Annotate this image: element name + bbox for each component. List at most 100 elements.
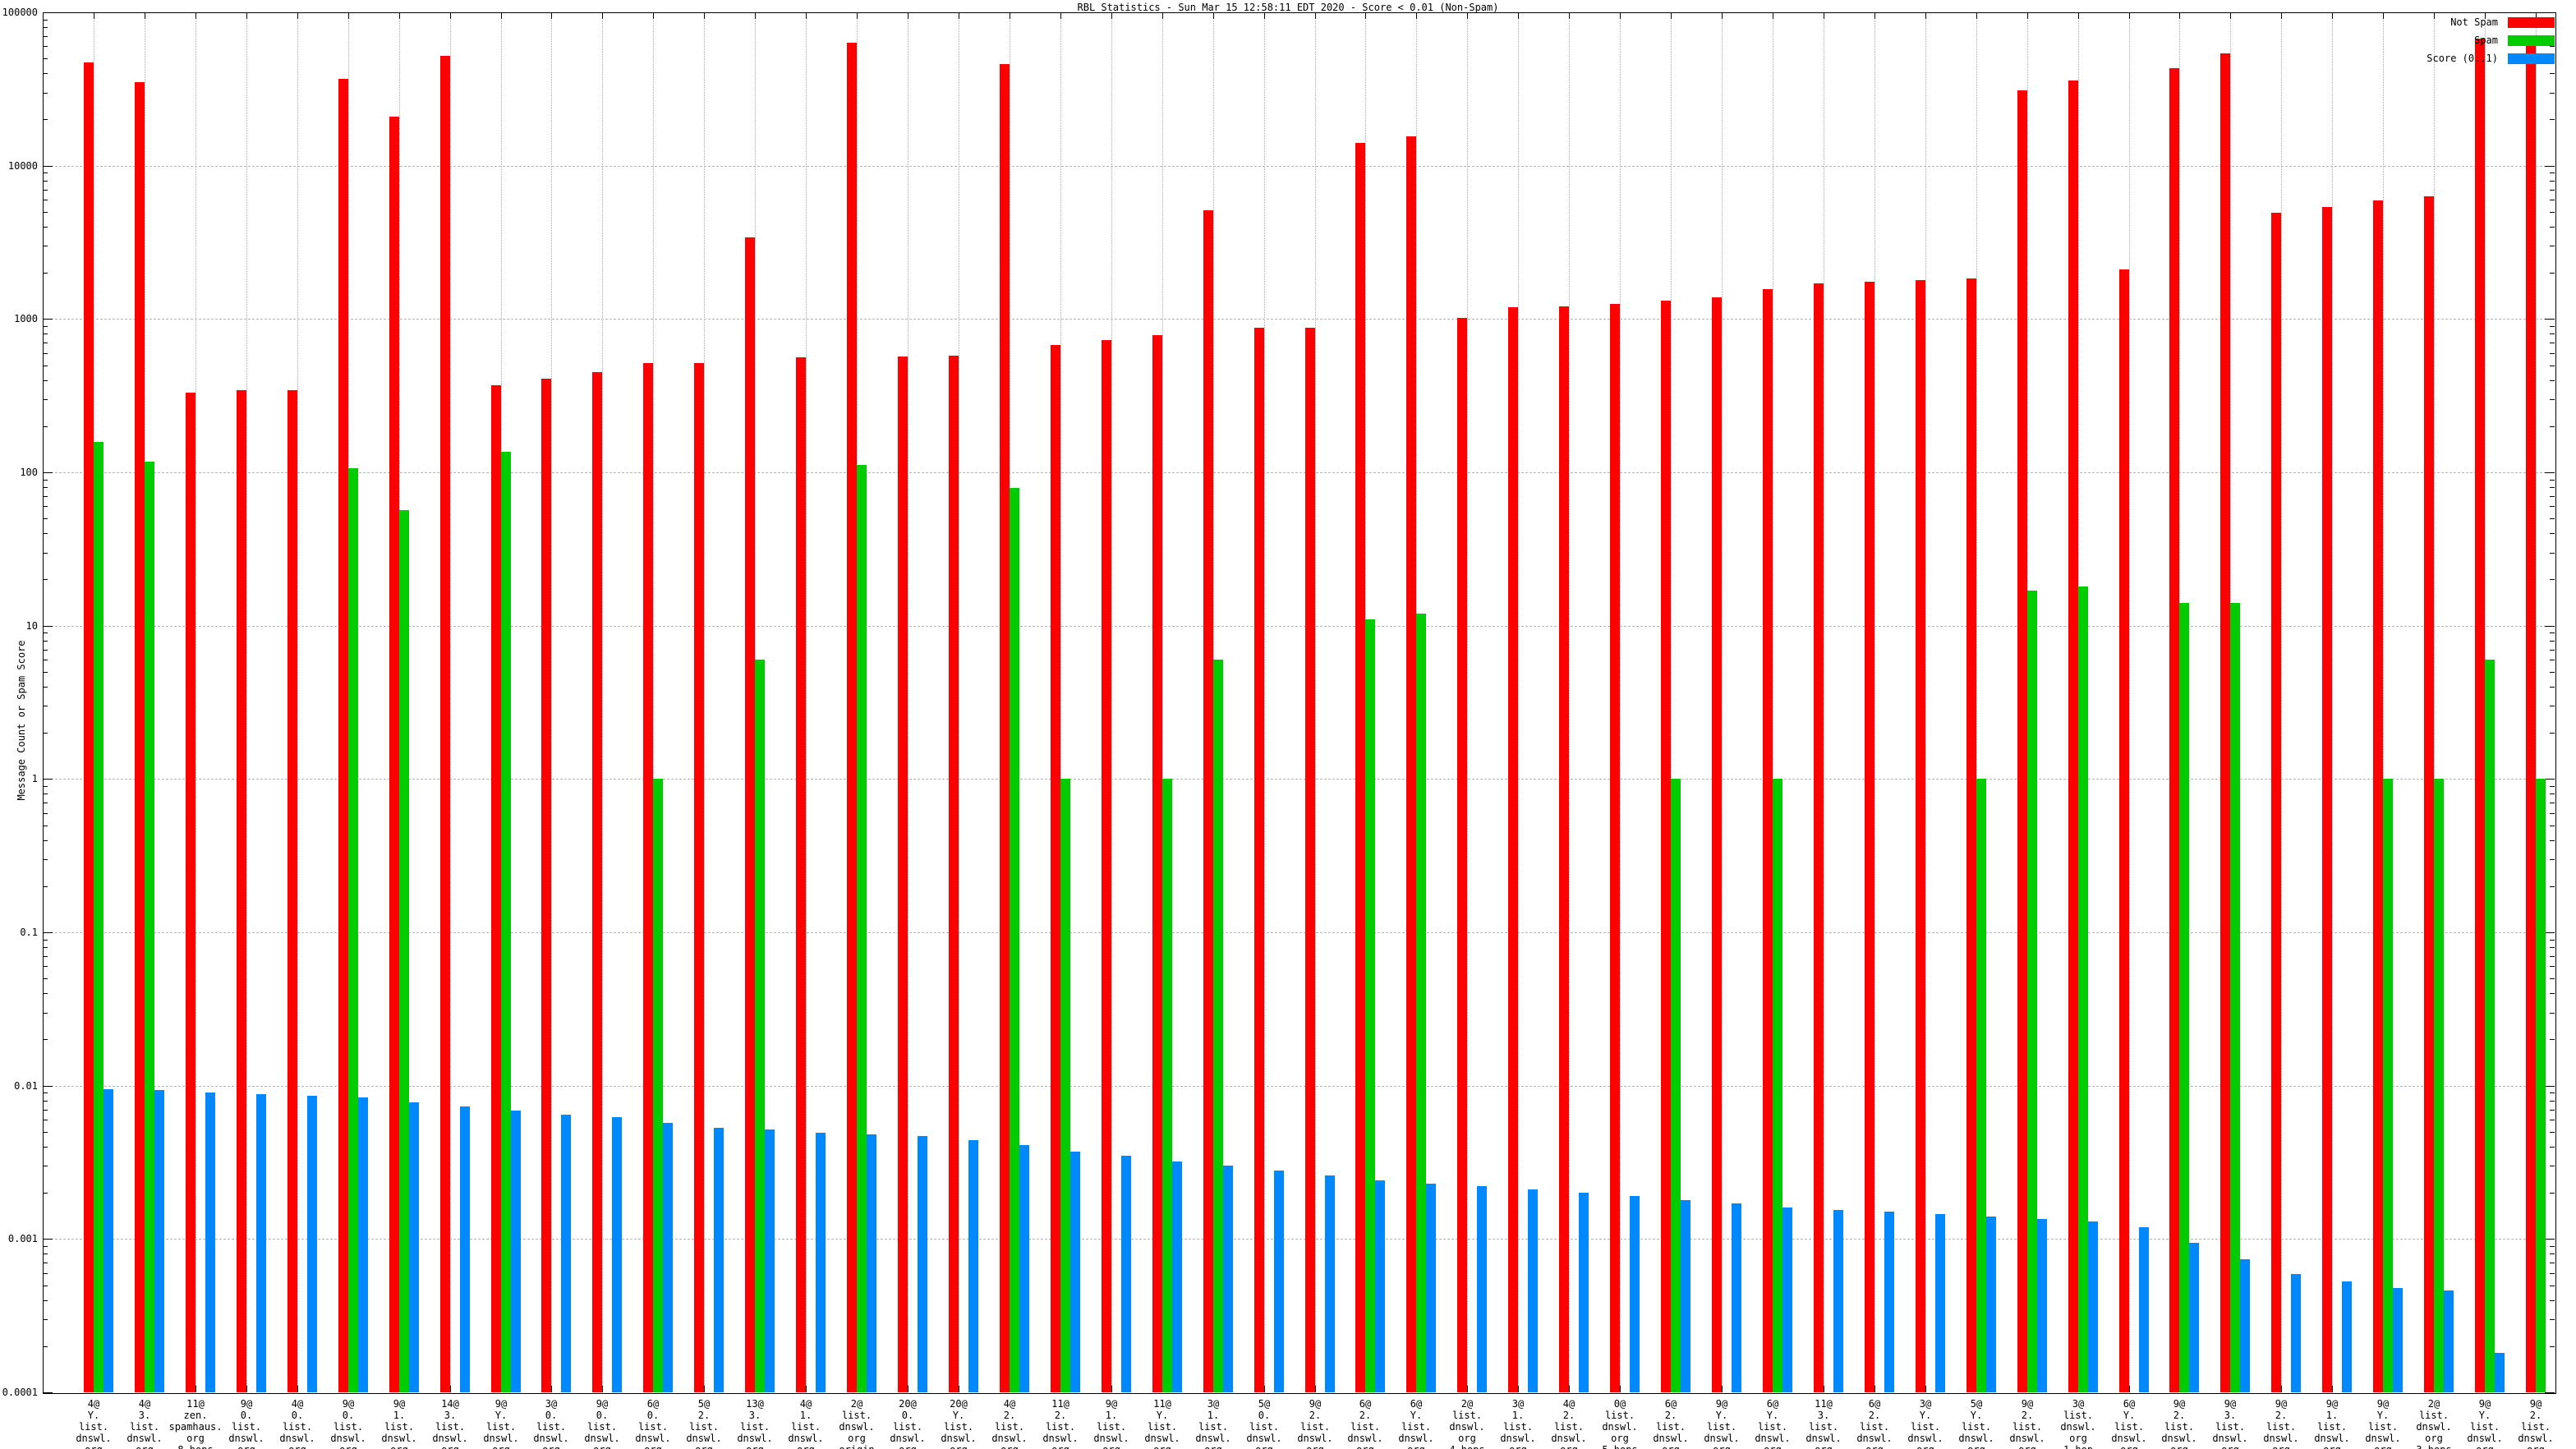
x-tick (246, 12, 247, 19)
y-minor-tick (2550, 1039, 2555, 1040)
bar-not-spam (2271, 213, 2281, 1392)
bar-score-0-1- (1375, 1180, 1385, 1392)
bar-not-spam (1305, 327, 1315, 1392)
x-tick-label-line: list. (943, 1421, 974, 1433)
x-tick (1111, 12, 1112, 19)
bar-score-0-1- (1833, 1209, 1843, 1392)
x-tick-label-line: 6@ (1359, 1398, 1372, 1410)
y-minor-tick (2550, 733, 2555, 734)
bar-not-spam (1763, 289, 1773, 1392)
y-minor-tick (43, 496, 48, 497)
x-tick-label-line: 9@ (1309, 1398, 1322, 1410)
x-tick-label-line: dnswl. (2212, 1433, 2248, 1444)
y-tick-label: 100 (20, 467, 38, 478)
x-tick-label-line: dnswl. (890, 1433, 926, 1444)
bar-not-spam (898, 356, 908, 1392)
x-tick (348, 12, 349, 19)
x-gridline (2281, 12, 2282, 1392)
bar-not-spam (796, 357, 806, 1392)
x-tick-label-line: 3. (444, 1410, 457, 1421)
y-tick-label: 0.0001 (2, 1387, 38, 1398)
y-minor-tick (43, 1147, 48, 1148)
y-minor-tick (2550, 947, 2555, 948)
y-minor-tick (43, 480, 48, 481)
y-minor-tick (2550, 326, 2555, 327)
bar-score-0-1- (256, 1094, 266, 1392)
x-tick-label-line: dnswl. (991, 1433, 1028, 1444)
x-tick-label-line: dnswl. (483, 1433, 519, 1444)
bar-not-spam (1966, 278, 1976, 1392)
y-minor-tick (43, 859, 48, 860)
bar-not-spam (1508, 307, 1518, 1392)
x-gridline (1569, 12, 1570, 1392)
x-tick (1569, 1386, 1570, 1392)
x-tick-label-line: list. (2266, 1421, 2297, 1433)
x-tick-label: 6@0.list.dnswl.org1 hop (604, 1398, 702, 1449)
y-tick (43, 1392, 53, 1393)
x-tick (857, 12, 858, 19)
x-tick-label: 4@1.list.dnswl.orgorigin (757, 1398, 855, 1449)
y-tick-label: 1000 (14, 313, 38, 324)
bar-not-spam (440, 56, 450, 1392)
bar-score-0-1- (1630, 1196, 1640, 1392)
bar-spam (1976, 779, 1986, 1392)
bar-score-0-1- (2240, 1258, 2250, 1392)
x-tick (1569, 12, 1570, 19)
y-minor-tick (43, 487, 48, 488)
y-tick (43, 626, 53, 627)
y-minor-tick (2550, 480, 2555, 481)
x-tick-label: 9@1.list.dnswl.org1 hop (2283, 1398, 2381, 1449)
x-tick-label-line: org (186, 1433, 205, 1444)
x-tick (2129, 12, 2130, 19)
y-tick (2545, 779, 2555, 780)
x-tick-label: 11@zen.spamhaus.org8 hops (146, 1398, 245, 1449)
x-gridline (2434, 12, 2435, 1392)
bar-not-spam (338, 78, 348, 1392)
bar-score-0-1- (918, 1135, 927, 1392)
y-minor-tick (43, 1110, 48, 1111)
y-minor-tick (2550, 1246, 2555, 1247)
x-tick-label-line: 0. (291, 1410, 304, 1421)
x-tick-label-line: Y. (2478, 1410, 2491, 1421)
x-tick (2485, 12, 2486, 19)
y-minor-tick (2550, 579, 2555, 580)
bar-spam (1416, 613, 1426, 1392)
y-minor-tick (43, 426, 48, 427)
x-tick-label-line: list. (2469, 1421, 2500, 1433)
x-tick-label-line: list. (1300, 1421, 1331, 1433)
x-tick-label-line: 9@ (1715, 1398, 1728, 1410)
y-minor-tick (2550, 426, 2555, 427)
x-tick (1874, 12, 1875, 19)
y-tick (2545, 1239, 2555, 1240)
x-tick-label-line: 1. (1511, 1410, 1525, 1421)
x-tick (653, 12, 654, 19)
chart-title: RBL Statistics - Sun Mar 15 12:58:11 EDT… (1077, 2, 1499, 13)
bar-score-0-1- (511, 1110, 521, 1392)
x-tick-label-line: dnswl. (1246, 1433, 1282, 1444)
x-tick-label-line: Y. (1410, 1410, 1423, 1421)
bar-not-spam (2322, 206, 2332, 1392)
x-tick-label-line: list. (1808, 1421, 1839, 1433)
x-tick-label-line: list. (790, 1421, 821, 1433)
y-minor-tick (2550, 859, 2555, 860)
y-gridline (43, 1086, 2555, 1087)
bar-score-0-1- (1732, 1203, 1741, 1392)
bar-not-spam (1000, 63, 1010, 1392)
bar-score-0-1- (1681, 1199, 1690, 1392)
x-tick-label-line: 0. (1258, 1410, 1271, 1421)
x-gridline (297, 12, 298, 1392)
x-tick-label-line: org (2069, 1433, 2087, 1444)
x-tick-label-line: 5 hops (1571, 1444, 1669, 1449)
y-minor-tick (43, 813, 48, 814)
x-tick (2536, 12, 2537, 19)
x-tick-label-line: Y. (494, 1410, 508, 1421)
x-tick (1620, 12, 1621, 19)
x-tick-label-line: list. (1147, 1421, 1178, 1433)
x-tick-label-line: 5@ (1258, 1398, 1271, 1410)
bar-score-0-1- (2444, 1290, 2454, 1392)
y-axis-label: Message Count or Spam Score (16, 640, 27, 801)
x-tick-label-line: 1. (393, 1410, 406, 1421)
x-tick-label-line: list. (2063, 1410, 2094, 1421)
